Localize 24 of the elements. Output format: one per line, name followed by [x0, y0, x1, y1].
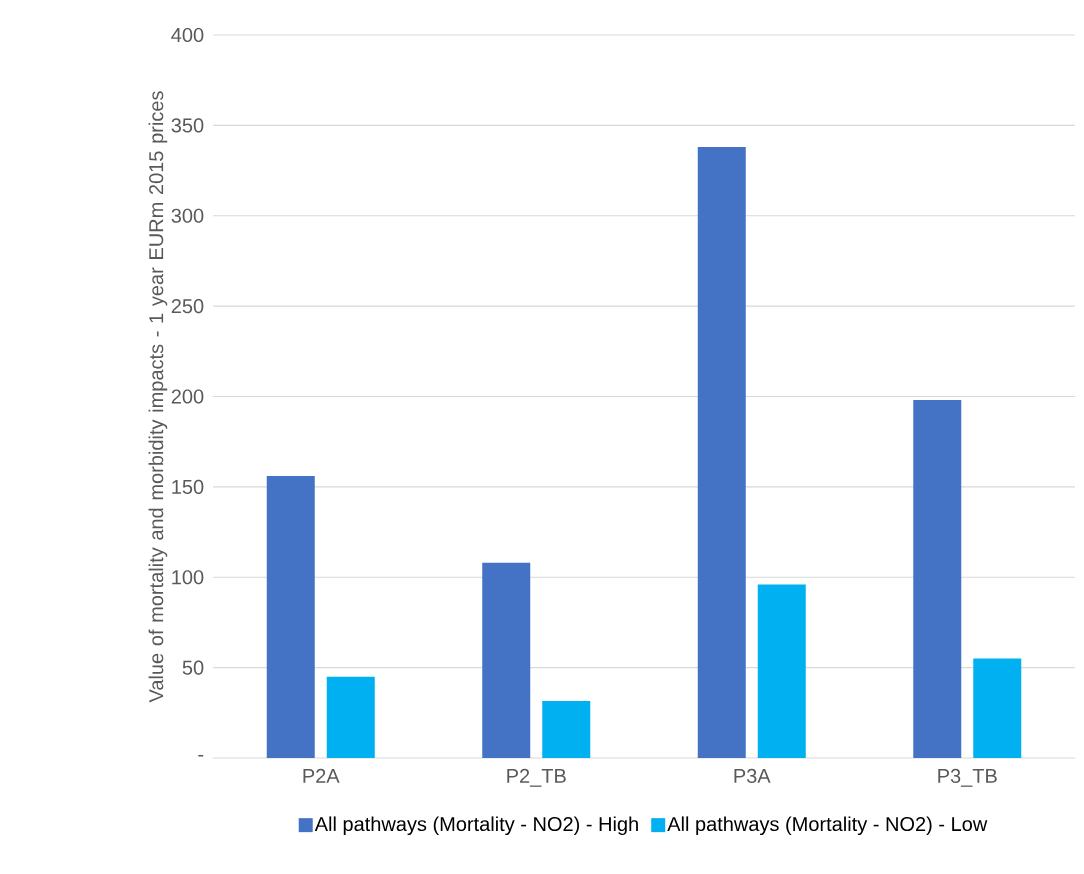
y-tick-label: 200: [171, 389, 204, 404]
y-tick-label: 300: [171, 208, 204, 223]
legend-label: All pathways (Mortality - NO2) - High: [314, 816, 638, 836]
bar: [757, 584, 806, 758]
x-tick-label: P3A: [734, 768, 771, 784]
bar: [542, 701, 591, 758]
y-tick-label: 400: [171, 27, 204, 43]
bar: [973, 658, 1022, 758]
x-tick-label: P2_TB: [507, 768, 566, 787]
bar: [326, 676, 375, 758]
bar: [482, 562, 531, 758]
bar: [697, 147, 746, 758]
bar: [266, 476, 315, 758]
legend-label: All pathways (Mortality - NO2) - Low: [667, 816, 988, 836]
y-tick-label: 350: [171, 118, 204, 133]
bar: [913, 400, 962, 758]
y-tick-label: 100: [172, 570, 204, 585]
y-axis-title: Value of mortality and morbidity impacts - 1 year EURm 2015 prices: [148, 91, 168, 703]
y-tick-label: 250: [171, 299, 204, 314]
y-tick-label: 50: [182, 660, 204, 675]
y-tick-label: 150: [172, 479, 204, 494]
x-tick-label: P2A: [303, 768, 340, 783]
y-tick-label: -: [198, 754, 204, 757]
x-tick-label: P3_TB: [938, 768, 997, 787]
